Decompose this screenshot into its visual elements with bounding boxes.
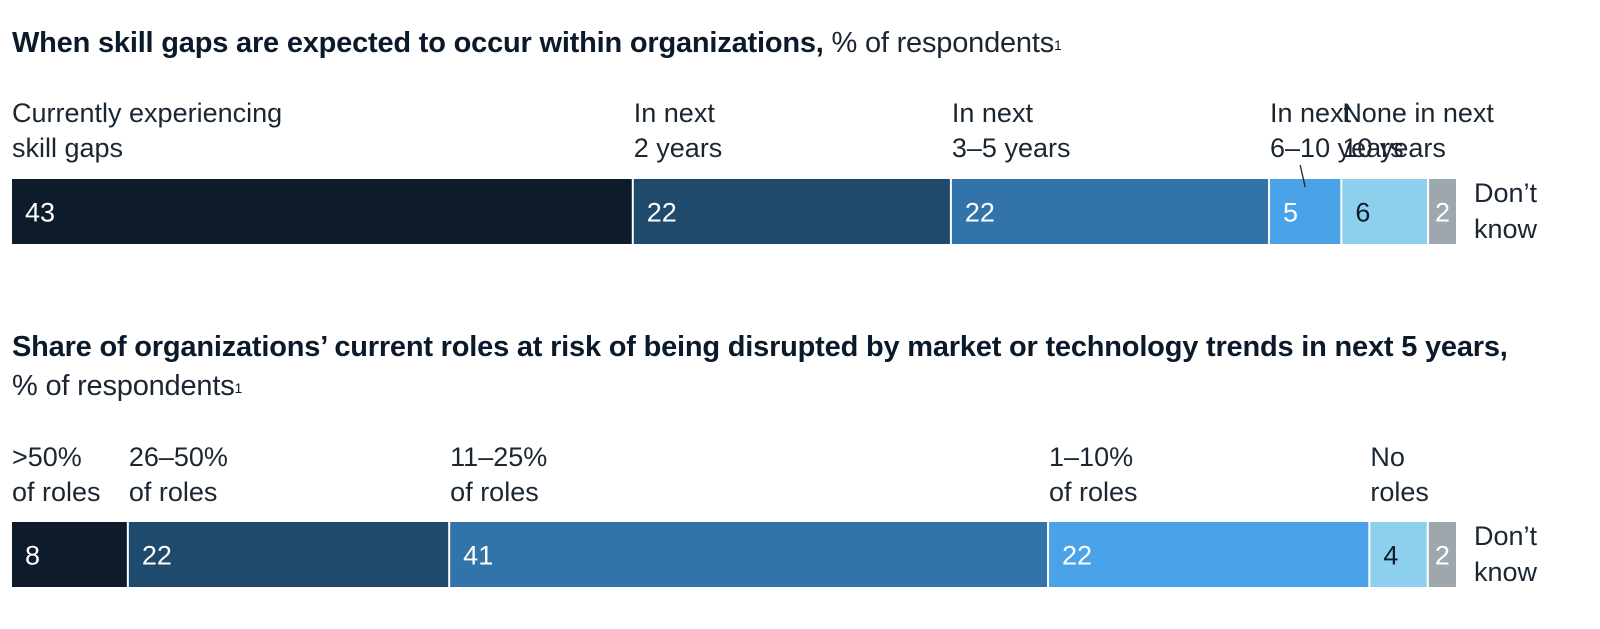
chart-2-category-label-1-line-1: >50% (12, 442, 82, 472)
chart-1-value-label-3: 22 (965, 198, 995, 228)
chart-2-category-label-5-line-1: No (1370, 442, 1405, 472)
chart-1-category-label-4-line-2: 6–10 years (1270, 133, 1404, 163)
chart-1-leader-line (1299, 164, 1306, 188)
chart-2-category-label-6-line-2: know (1474, 557, 1538, 587)
chart-2-value-label-4: 22 (1062, 541, 1092, 571)
chart-1-category-label-1-line-1: Currently experiencing (12, 98, 282, 128)
chart-1-category-label-6-line-1: Don’t (1474, 178, 1538, 208)
chart-1-bar-3 (951, 179, 1269, 244)
chart-1-category-label-1-line-2: skill gaps (12, 133, 123, 163)
chart-2-value-label-1: 8 (25, 541, 40, 571)
chart-2-footnote-mark: 1 (234, 380, 243, 396)
chart-1-footnote-mark: 1 (1054, 37, 1062, 53)
chart-1-category-label-3-line-1: In next (952, 98, 1034, 128)
chart-1-value-label-4: 5 (1283, 198, 1298, 228)
chart-2-bar-6 (1428, 522, 1456, 587)
chart-2-value-label-2: 22 (142, 541, 172, 571)
chart-1-bar-2 (633, 179, 950, 244)
chart-1-bar-1 (12, 179, 632, 244)
chart-1-category-label-4-line-1: In next (1270, 98, 1352, 128)
chart-1-title-bold: When skill gaps are expected to occur wi… (12, 27, 824, 59)
chart-1-title-unit: % of respondents (831, 27, 1055, 59)
chart-2-value-label-6: 2 (1435, 541, 1450, 571)
chart-2-category-label-2-line-1: 26–50% (129, 442, 228, 472)
chart-1-category-label-2-line-2: 2 years (634, 133, 723, 163)
chart-2-title-bold: Share of organizations’ current roles at… (12, 331, 1508, 363)
chart-1-value-label-2: 22 (647, 198, 677, 228)
chart-2-category-label-4-line-2: of roles (1049, 477, 1138, 507)
chart-2-bar-4 (1049, 522, 1369, 587)
chart-2-title: Share of organizations’ current roles at… (12, 328, 1512, 406)
chart-2-value-label-3: 41 (463, 541, 493, 571)
chart-1-category-label-3-line-2: 3–5 years (952, 133, 1071, 163)
chart-1-value-label-6: 2 (1435, 198, 1450, 228)
chart-1-value-label-1: 43 (25, 198, 55, 228)
chart-2-value-label-5: 4 (1383, 541, 1398, 571)
chart-1-bar-5 (1342, 179, 1428, 244)
chart-2-category-label-1-line-2: of roles (12, 477, 101, 507)
chart-2-category-label-4-line-1: 1–10% (1049, 442, 1133, 472)
chart-2-title-unit: % of respondents (12, 370, 235, 402)
chart-2-category-label-2-line-2: of roles (129, 477, 218, 507)
chart-1-category-label-6-line-2: know (1474, 214, 1538, 244)
chart-2-category-label-6-line-1: Don’t (1474, 521, 1538, 551)
chart-1-category-label-2-line-1: In next (634, 98, 716, 128)
chart-2-bar-3 (450, 522, 1048, 587)
chart-1-bar-4 (1270, 179, 1341, 244)
chart-1-category-label-5-line-1: None in next (1342, 98, 1494, 128)
chart-2-bar-5 (1370, 522, 1427, 587)
chart-2-category-label-5-line-2: roles (1370, 477, 1429, 507)
chart-1-category-label-5-line-2: 10 years (1342, 133, 1446, 163)
chart-1-bar-6 (1429, 179, 1456, 244)
chart-2-category-label-3-line-1: 11–25% (450, 442, 547, 472)
chart-2-category-label-3-line-2: of roles (450, 477, 539, 507)
chart-2-bar-1 (12, 522, 127, 587)
chart-1-title: When skill gaps are expected to occur wi… (12, 24, 1062, 63)
chart-1-value-label-5: 6 (1355, 198, 1370, 228)
chart-2-bar-2 (128, 522, 449, 587)
